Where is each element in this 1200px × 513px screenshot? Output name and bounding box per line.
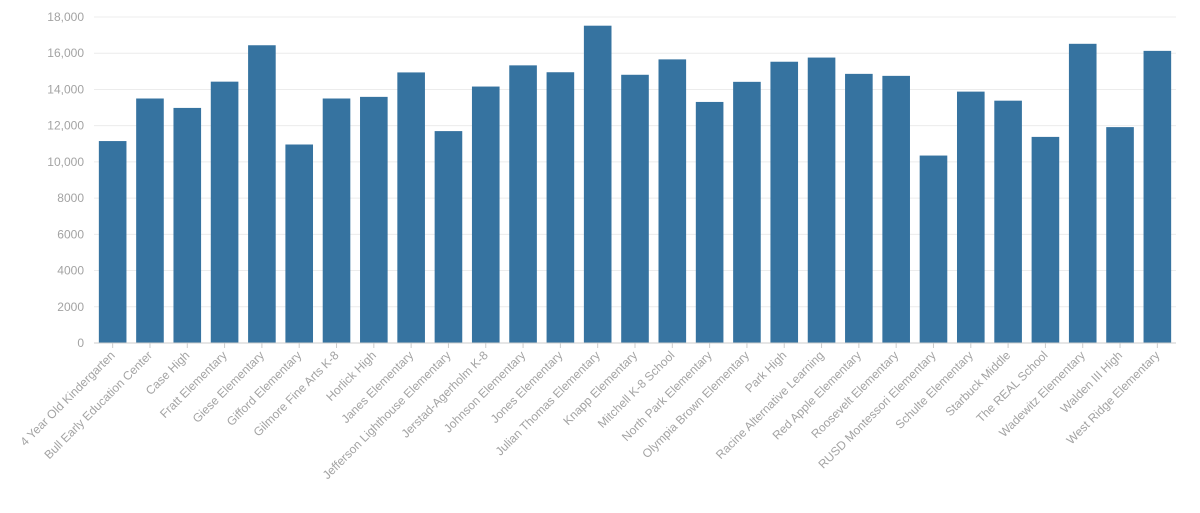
bar[interactable]	[658, 59, 687, 343]
bar[interactable]	[1068, 43, 1097, 343]
bar[interactable]	[434, 131, 463, 343]
bar[interactable]	[509, 65, 537, 344]
y-tick-label: 8000	[57, 191, 84, 205]
bar[interactable]	[882, 75, 910, 343]
bar[interactable]	[397, 72, 425, 344]
bar[interactable]	[360, 96, 388, 344]
bar[interactable]	[471, 86, 500, 344]
y-tick-label: 12,000	[47, 119, 84, 133]
bar[interactable]	[136, 98, 164, 344]
bar[interactable]	[1106, 127, 1134, 343]
bars	[98, 25, 1172, 344]
bar[interactable]	[807, 57, 836, 344]
bar[interactable]	[210, 81, 239, 343]
bar[interactable]	[98, 141, 127, 343]
bar[interactable]	[845, 73, 873, 343]
y-tick-label: 6000	[57, 227, 84, 241]
bar[interactable]	[583, 25, 612, 344]
x-category-label: Fratt Elementary	[157, 348, 230, 421]
bar[interactable]	[285, 144, 314, 343]
bar[interactable]	[621, 74, 649, 343]
bar[interactable]	[695, 101, 724, 344]
bar[interactable]	[1031, 136, 1060, 343]
y-tick-label: 16,000	[47, 46, 84, 60]
bar[interactable]	[248, 45, 276, 344]
y-tick-label: 14,000	[47, 82, 84, 96]
y-tick-label: 4000	[57, 264, 84, 278]
bar[interactable]	[1143, 50, 1172, 344]
y-tick-label: 0	[77, 336, 84, 350]
bar[interactable]	[994, 100, 1022, 343]
y-tick-label: 2000	[57, 300, 84, 314]
y-tick-label: 10,000	[47, 155, 84, 169]
x-category-label: Starbuck Middle	[942, 348, 1013, 419]
bar[interactable]	[919, 155, 948, 343]
bar[interactable]	[770, 61, 799, 344]
bar[interactable]	[173, 107, 202, 343]
y-tick-label: 18,000	[47, 10, 84, 24]
bar[interactable]	[956, 91, 985, 344]
bar[interactable]	[733, 81, 761, 344]
y-axis-tick-labels: 0 2000 4000 6000 8000 10,000 12,000 14,000 16,00…	[47, 10, 84, 350]
bar[interactable]	[546, 72, 575, 343]
bar[interactable]	[322, 98, 351, 344]
